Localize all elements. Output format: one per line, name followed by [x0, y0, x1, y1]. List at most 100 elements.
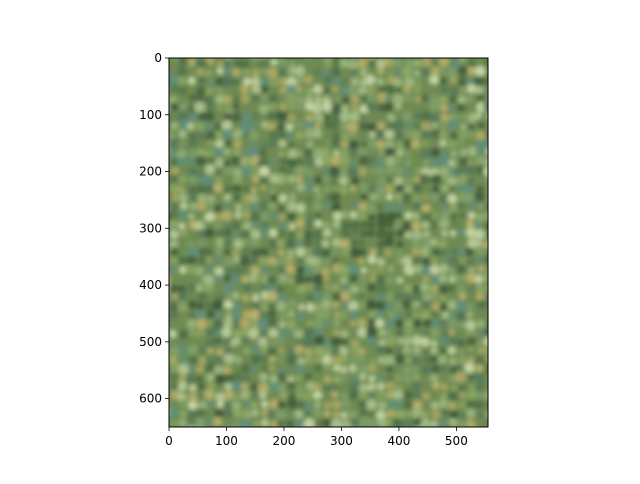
texture-dot — [303, 326, 315, 338]
texture-dot — [420, 84, 430, 94]
texture-dot — [295, 84, 304, 94]
texture-dot — [339, 346, 349, 356]
texture-dot — [329, 166, 341, 177]
texture-dot — [475, 155, 486, 166]
texture-dot — [359, 94, 369, 104]
texture-dot — [223, 318, 234, 329]
texture-dot — [240, 84, 250, 94]
texture-dot — [391, 58, 404, 68]
texture-dot — [447, 300, 457, 310]
texture-dot — [278, 165, 287, 174]
texture-dot — [252, 420, 261, 427]
texture-dot — [394, 410, 404, 420]
texture-dot — [332, 112, 342, 123]
texture-dot — [483, 336, 488, 347]
texture-dot — [268, 364, 276, 372]
texture-dot — [305, 196, 312, 203]
texture-dot — [170, 319, 180, 329]
texture-dot — [239, 336, 250, 347]
texture-dot — [213, 182, 224, 193]
texture-dot — [287, 157, 298, 168]
texture-dot — [476, 428, 483, 435]
texture-dot — [287, 398, 298, 410]
texture-dot — [196, 318, 207, 330]
texture-dot — [432, 381, 441, 390]
texture-dot — [261, 121, 269, 129]
texture-dot — [258, 200, 269, 211]
texture-dot — [450, 150, 458, 157]
texture-dot — [484, 68, 488, 78]
texture-dot — [420, 383, 430, 392]
texture-dot — [216, 104, 224, 111]
texture-dot — [169, 240, 179, 249]
texture-dot — [439, 139, 447, 147]
texture-dot — [232, 129, 243, 139]
texture-dot — [350, 68, 357, 76]
texture-dot — [169, 338, 179, 348]
texture-dot — [466, 311, 474, 319]
texture-dot — [203, 389, 215, 401]
texture-dot — [240, 229, 252, 240]
texture-dot — [321, 239, 330, 248]
texture-dot — [325, 58, 330, 59]
texture-dot — [313, 303, 321, 311]
texture-dot — [484, 129, 488, 139]
texture-dot — [467, 373, 476, 381]
texture-dot — [177, 381, 188, 392]
texture-dot — [422, 392, 431, 401]
texture-dot — [368, 375, 376, 382]
texture-dot — [431, 58, 440, 66]
texture-dot — [303, 237, 313, 247]
texture-dot — [482, 309, 488, 319]
texture-dot — [376, 203, 384, 210]
texture-dot — [295, 247, 306, 257]
texture-dot — [376, 77, 385, 86]
texture-dot — [395, 66, 404, 75]
texture-dot — [485, 85, 488, 94]
texture-dot — [177, 156, 189, 168]
x-tick-label: 300 — [330, 434, 353, 448]
texture-dot — [430, 340, 438, 347]
texture-dot — [231, 401, 242, 411]
texture-dot — [285, 123, 294, 132]
texture-dot — [448, 119, 459, 130]
texture-dot — [295, 101, 306, 113]
texture-dot — [243, 68, 250, 76]
texture-dot — [475, 245, 486, 256]
texture-dot — [348, 140, 359, 151]
texture-dot — [269, 138, 278, 148]
texture-dot — [160, 420, 169, 429]
texture-dot — [323, 75, 333, 85]
texture-dot — [188, 312, 197, 320]
texture-dot — [331, 248, 339, 257]
texture-dot — [169, 132, 176, 140]
texture-dot — [376, 390, 387, 401]
texture-dot — [260, 184, 267, 191]
texture-dot — [412, 390, 422, 400]
texture-dot — [351, 374, 359, 382]
texture-dot — [413, 418, 423, 427]
texture-dot — [178, 363, 190, 375]
texture-dot — [278, 347, 285, 354]
texture-dot — [314, 48, 323, 57]
texture-dot — [431, 248, 441, 258]
texture-dot — [395, 384, 403, 392]
texture-dot — [367, 382, 376, 392]
texture-dot — [232, 285, 241, 294]
texture-dot — [206, 373, 215, 382]
texture-dot — [172, 58, 177, 59]
texture-dot — [375, 228, 387, 240]
texture-dot — [333, 411, 340, 418]
texture-dot — [349, 320, 357, 327]
texture-dot — [170, 275, 179, 285]
texture-dot — [205, 418, 213, 426]
texture-dot — [187, 167, 197, 177]
texture-dot — [179, 228, 188, 237]
texture-dot — [367, 221, 376, 230]
texture-dot — [351, 177, 360, 185]
texture-dot — [340, 186, 348, 195]
texture-dot — [458, 400, 468, 410]
texture-dot — [250, 283, 261, 295]
texture-dot — [305, 113, 314, 123]
texture-dot — [322, 258, 330, 266]
